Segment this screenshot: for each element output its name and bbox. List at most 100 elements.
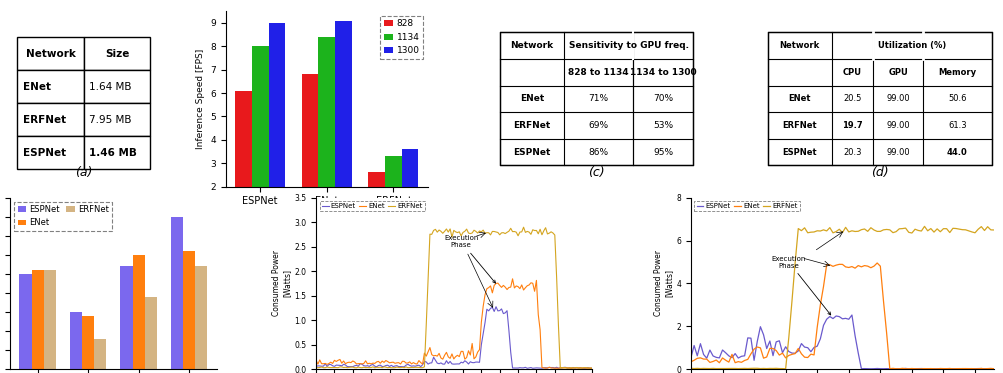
Y-axis label: Consumed Power
[Watts]: Consumed Power [Watts]: [272, 251, 291, 316]
Bar: [144, 297, 156, 373]
Text: 20.5: 20.5: [843, 94, 861, 103]
ESPNet: [861, 366, 873, 371]
Text: Network: Network: [510, 41, 553, 50]
Legend: ESPNet, ENet, ERFNet: ESPNet, ENet, ERFNet: [694, 201, 799, 211]
Text: 95%: 95%: [652, 148, 672, 157]
ESPNet: [846, 313, 858, 317]
ERFNet: [694, 366, 706, 371]
Text: 86%: 86%: [588, 148, 608, 157]
ENet: [858, 263, 870, 268]
Text: (a): (a): [75, 166, 92, 179]
Text: CPU: CPU: [842, 68, 861, 77]
ERFNet: [583, 366, 595, 370]
Line: ESPNet: ESPNet: [690, 315, 993, 369]
Text: (d): (d): [870, 166, 888, 179]
ENet: [706, 359, 718, 364]
ENet: [503, 285, 515, 290]
Bar: [195, 266, 207, 373]
ERFNet: [839, 225, 851, 229]
ENet: [585, 366, 597, 370]
ERFNet: [476, 228, 488, 232]
ERFNet: [310, 365, 322, 370]
Bar: [318, 37, 335, 233]
Line: ESPNet: ESPNet: [316, 307, 591, 368]
ESPNet: [684, 355, 696, 360]
Y-axis label: Inference Speed [FPS]: Inference Speed [FPS]: [196, 49, 205, 149]
ESPNet: [310, 364, 322, 369]
ESPNet: [489, 304, 502, 309]
Text: 828 to 1134: 828 to 1134: [568, 68, 628, 77]
Text: 99.00: 99.00: [886, 94, 909, 103]
ENet: [552, 366, 564, 370]
ENet: [407, 360, 419, 365]
ERFNet: [779, 367, 791, 371]
Bar: [401, 149, 418, 233]
Bar: [183, 251, 195, 373]
ERFNet: [706, 366, 718, 371]
Legend: 828, 1134, 1300: 828, 1134, 1300: [380, 16, 422, 59]
Text: 1134 to 1300: 1134 to 1300: [629, 68, 696, 77]
Bar: [31, 270, 43, 373]
ESPNet: [585, 366, 597, 370]
Bar: [302, 74, 318, 233]
Bar: [368, 172, 385, 233]
Bar: [70, 312, 82, 373]
ENet: [507, 277, 519, 281]
Line: ENet: ENet: [316, 279, 591, 368]
ESPNet: [407, 364, 419, 368]
ESPNet: [583, 366, 595, 370]
ESPNet: [706, 354, 718, 358]
ESPNet: [505, 350, 517, 354]
ENet: [763, 346, 775, 351]
Bar: [499, 32, 693, 166]
ENet: [484, 284, 496, 288]
ERFNet: [684, 366, 696, 370]
Text: Sensitivity to GPU freq.: Sensitivity to GPU freq.: [569, 41, 688, 50]
ENet: [694, 355, 706, 360]
ERFNet: [407, 365, 419, 370]
Bar: [767, 32, 991, 166]
Text: 70%: 70%: [652, 94, 672, 103]
Y-axis label: Consumed Power
[Watts]: Consumed Power [Watts]: [654, 251, 673, 316]
Bar: [268, 23, 285, 233]
ENet: [978, 367, 990, 371]
Bar: [252, 46, 268, 233]
ERFNet: [987, 228, 999, 232]
Text: 20.3: 20.3: [843, 148, 861, 157]
Text: ERFNet: ERFNet: [781, 121, 816, 130]
Text: ERFNet: ERFNet: [513, 121, 550, 130]
ENet: [476, 304, 488, 308]
Text: (b): (b): [318, 218, 335, 231]
Text: Execution
Phase: Execution Phase: [771, 256, 829, 315]
Legend: ESPNet, ENet, ERFNet: ESPNet, ENet, ERFNet: [319, 201, 424, 211]
ESPNet: [763, 339, 775, 343]
Text: Execution
Phase: Execution Phase: [443, 235, 495, 283]
ERFNet: [585, 366, 597, 370]
Text: 99.00: 99.00: [886, 148, 909, 157]
Bar: [132, 255, 144, 373]
ERFNet: [517, 225, 529, 229]
Text: 61.3: 61.3: [947, 121, 966, 130]
Text: 19.7: 19.7: [842, 121, 862, 130]
Line: ERFNet: ERFNet: [690, 226, 993, 369]
ERFNet: [918, 224, 930, 229]
ENet: [443, 356, 455, 361]
ERFNet: [924, 226, 936, 231]
ERFNet: [572, 366, 584, 370]
Text: 44.0: 44.0: [946, 148, 967, 157]
ESPNet: [694, 341, 706, 346]
ENet: [310, 358, 322, 363]
Bar: [19, 274, 31, 373]
Text: ENet: ENet: [520, 94, 544, 103]
ERFNet: [503, 229, 515, 233]
ESPNet: [987, 367, 999, 371]
Text: Memory: Memory: [938, 68, 976, 77]
Bar: [335, 21, 351, 233]
Bar: [235, 91, 252, 233]
ESPNet: [476, 331, 488, 336]
Text: GPU: GPU: [888, 68, 907, 77]
ESPNet: [484, 306, 496, 311]
ESPNet: [927, 367, 939, 371]
Bar: [94, 339, 106, 373]
Text: 50.6: 50.6: [947, 94, 966, 103]
